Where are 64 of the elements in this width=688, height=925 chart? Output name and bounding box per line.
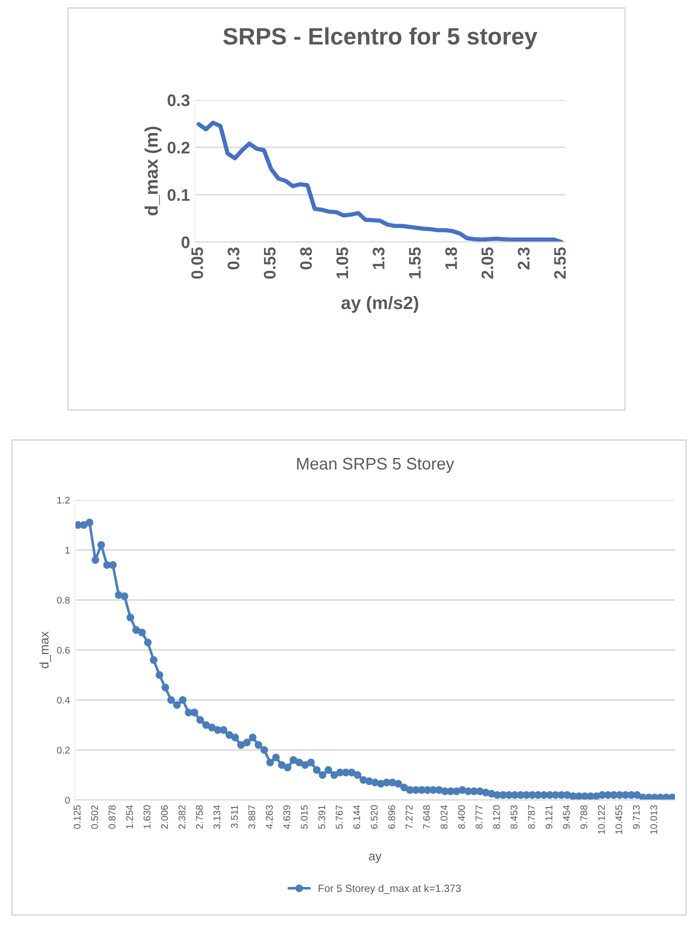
x-tick-label: 2.55 [554, 247, 566, 279]
x-tick-label: 8.120 [493, 805, 500, 829]
y-axis-title: d_max [39, 631, 51, 668]
legend-label: For 5 Storey d_max at k=1.373 [318, 884, 461, 894]
x-tick-label: 2.006 [161, 805, 168, 829]
x-tick-label: 1.8 [445, 247, 458, 269]
x-tick-label: 6.896 [388, 805, 396, 829]
x-tick-label: 3.511 [230, 805, 238, 828]
line-series [196, 120, 564, 242]
y-tick-label: 0.8 [57, 596, 70, 604]
x-tick-label: 1.3 [372, 247, 384, 269]
x-tick-label: 2.05 [481, 247, 494, 279]
x-tick-label: 0.878 [108, 805, 116, 829]
x-tick-label: 8.453 [510, 805, 518, 829]
x-tick-label: 10.013 [650, 805, 658, 834]
x-tick-label: 3.887 [248, 805, 256, 829]
x-tick-label: 5.015 [300, 805, 308, 829]
y-tick-label: 0.2 [57, 746, 70, 754]
x-tick-label: 0.502 [91, 805, 98, 829]
x-tick-label: 6.144 [353, 805, 360, 829]
y-axis-title: d_max (m) [144, 126, 162, 216]
x-tick-label: 4.263 [266, 805, 273, 829]
x-tick-label: 8.024 [440, 805, 448, 829]
x-tick-label: 0.125 [74, 805, 81, 829]
x-tick-label: 10.455 [615, 805, 622, 834]
x-axis-title: ay [368, 854, 382, 863]
x-tick-label: 0.8 [300, 247, 312, 270]
x-tick-label: 6.520 [370, 805, 378, 829]
x-tick-label: 8.777 [476, 805, 482, 829]
x-tick-label: 9.121 [545, 805, 552, 829]
x-axis-title: ay (m/s2) [341, 296, 418, 313]
chart-title: SRPS - Elcentro for 5 storey [223, 27, 538, 50]
y-tick-label: 0.6 [57, 646, 70, 654]
y-tick-label: 0 [65, 796, 70, 804]
x-tick-label: 2.758 [196, 805, 203, 829]
x-tick-label: 10.122 [598, 805, 605, 834]
x-tick-label: 9.713 [632, 805, 640, 829]
y-tick-label: 0.2 [168, 142, 190, 154]
x-tick-label: 0.3 [228, 247, 240, 270]
x-tick-label: 8.400 [458, 805, 465, 829]
x-tick-label: 7.272 [406, 805, 412, 829]
x-tick-label: 7.648 [423, 805, 430, 829]
y-tick-label: 1 [65, 546, 70, 554]
x-tick-label: 4.639 [283, 805, 290, 829]
y-tick-label: 0.4 [57, 696, 70, 704]
x-tick-label: 5.767 [336, 805, 343, 829]
y-tick-label: 1.2 [57, 496, 70, 504]
x-tick-label: 1.254 [126, 805, 133, 828]
x-tick-label: 8.787 [528, 805, 535, 829]
x-tick-label: 1.630 [144, 805, 150, 828]
x-tick-label: 9.788 [580, 805, 588, 829]
y-tick-label: 0.3 [168, 94, 190, 106]
x-tick-label: 1.05 [336, 247, 348, 278]
x-tick-label: 2.382 [178, 805, 186, 829]
y-tick-label: 0 [182, 236, 190, 248]
x-tick-label: 5.391 [318, 805, 326, 829]
x-tick-label: 0.05 [191, 247, 204, 279]
x-tick-label: 3.134 [213, 805, 220, 829]
y-tick-label: 0.1 [168, 189, 190, 201]
chart-title: Mean SRPS 5 Storey [297, 458, 454, 473]
x-tick-label: 9.454 [562, 805, 570, 829]
x-tick-label: 1.55 [409, 247, 421, 278]
x-tick-label: 2.3 [518, 247, 530, 270]
x-tick-label: 0.55 [264, 247, 276, 279]
